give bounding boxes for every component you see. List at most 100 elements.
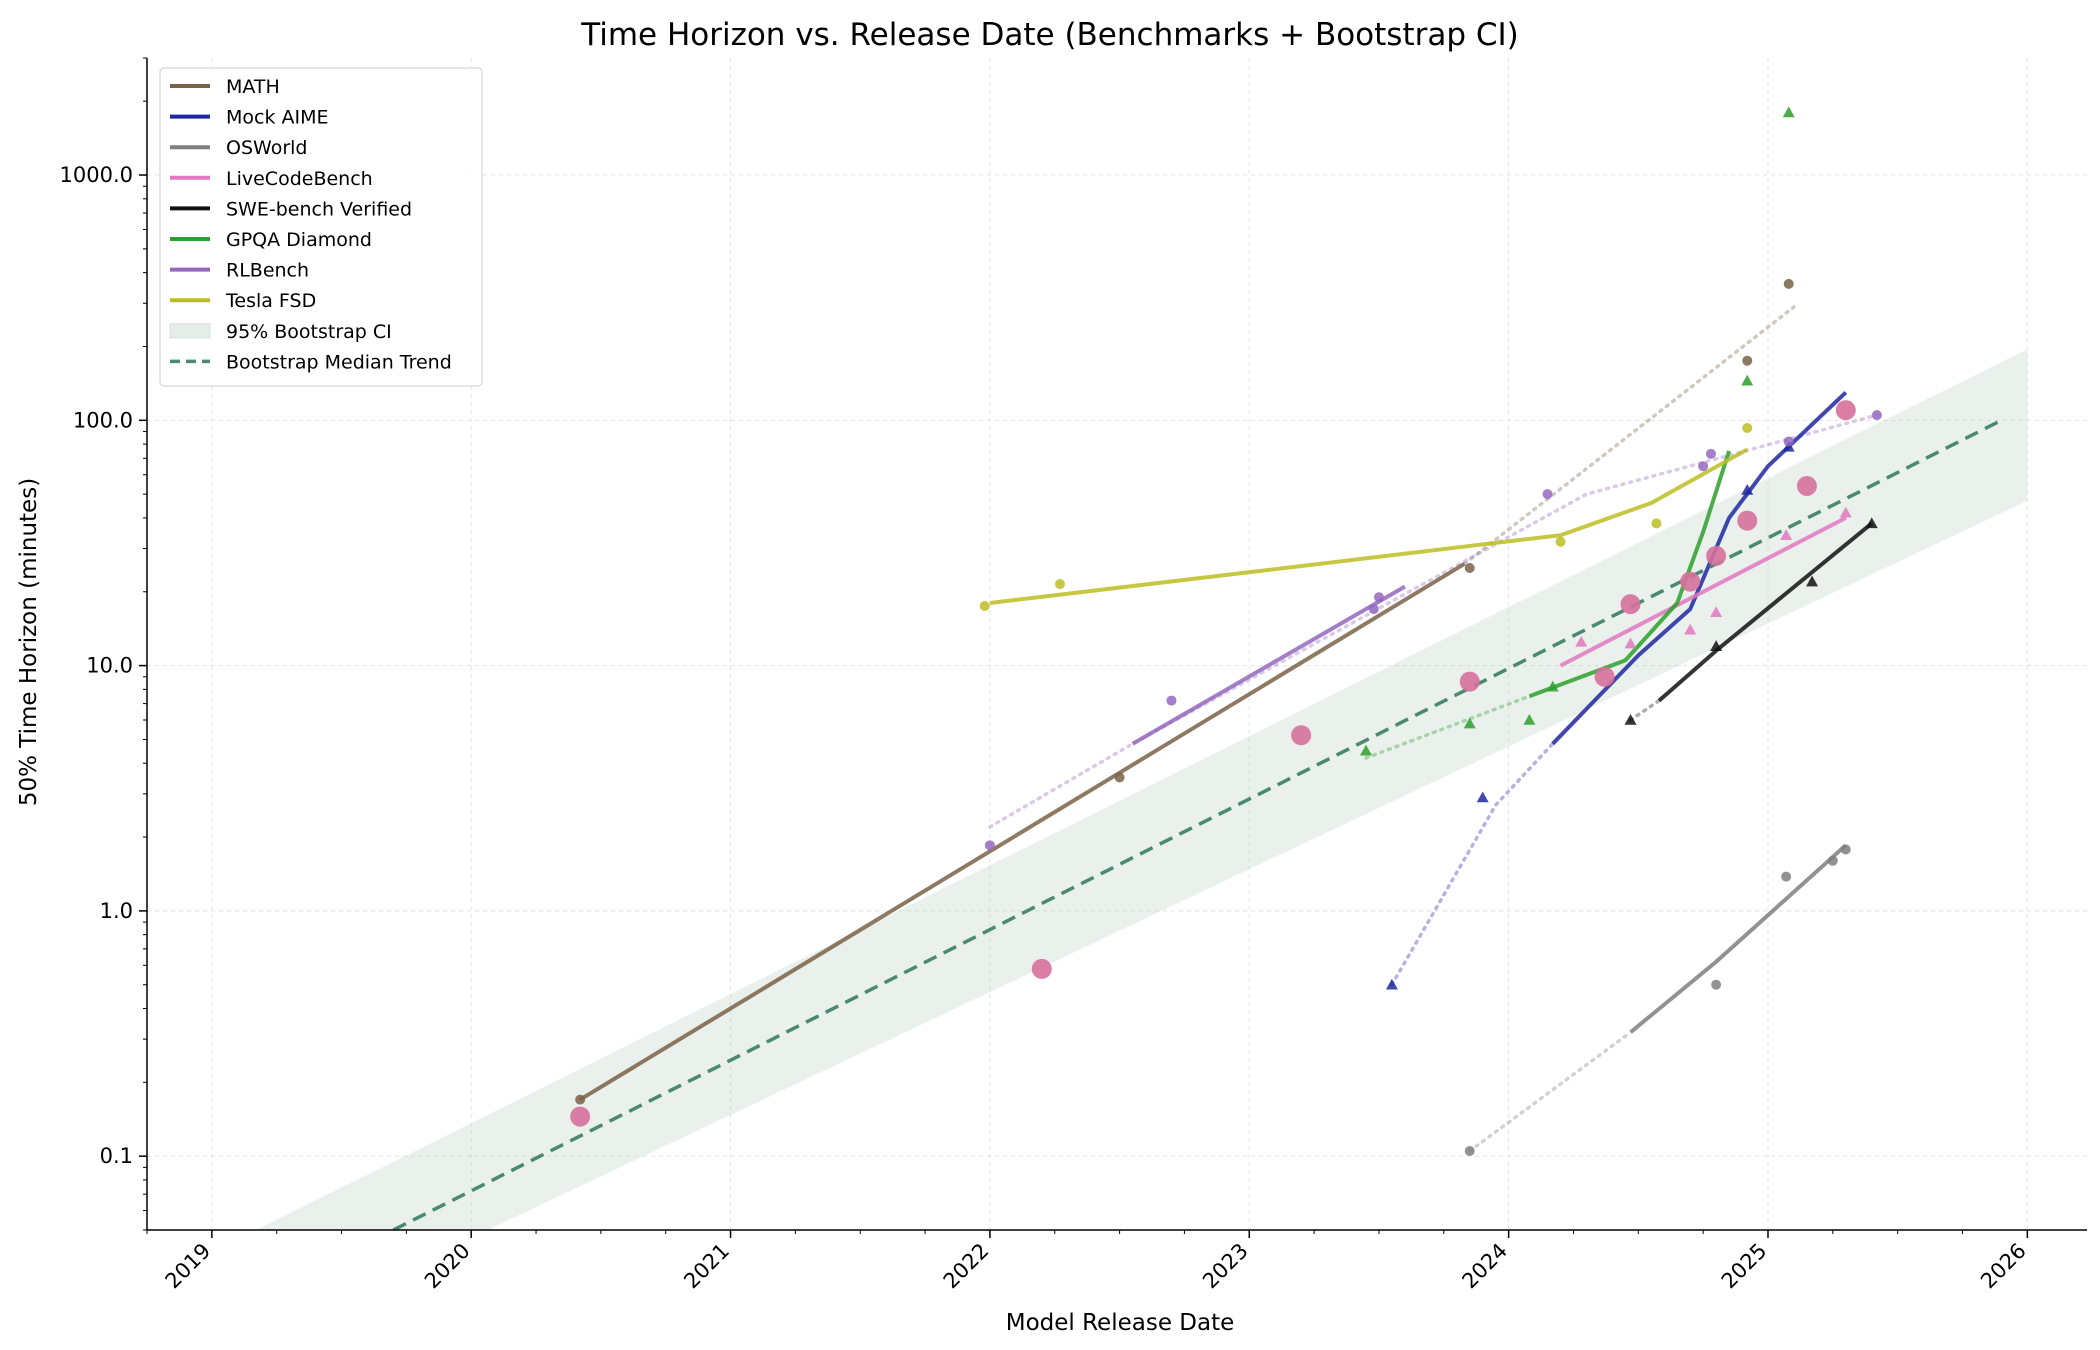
aggregate-point (1620, 594, 1641, 615)
data-point (1783, 436, 1794, 447)
data-point (1705, 448, 1716, 459)
data-point (1871, 410, 1882, 421)
x-axis-title: Model Release Date (1006, 1310, 1235, 1336)
data-point (1542, 489, 1553, 500)
data-point (1114, 772, 1125, 783)
y-tick-label: 10.0 (86, 654, 133, 678)
data-point (984, 840, 995, 851)
x-tick-label: 2023 (1198, 1239, 1253, 1294)
extrapolation-line (1462, 305, 1796, 566)
y-tick-label: 1000.0 (60, 163, 133, 187)
data-point (1711, 979, 1722, 990)
series-line (1528, 450, 1732, 699)
y-tick-label: 100.0 (73, 408, 133, 432)
data-point (1741, 483, 1754, 495)
legend-label: GPQA Diamond (226, 229, 372, 251)
series-line (1131, 584, 1406, 746)
data-point (1054, 579, 1065, 590)
extrapolation-line (988, 413, 1879, 829)
data-point (1368, 604, 1379, 615)
data-point (1651, 518, 1662, 529)
y-tick-label: 1.0 (100, 899, 133, 923)
aggregate-point (1291, 725, 1312, 746)
x-tick-label: 2025 (1717, 1239, 1772, 1294)
bootstrap-ci-band (256, 349, 2028, 1230)
legend-label: MATH (226, 76, 280, 98)
data-point (1781, 871, 1792, 882)
extrapolation-line (1390, 742, 1555, 987)
legend-label: Tesla FSD (225, 290, 316, 312)
data-point (1865, 517, 1878, 529)
data-point (1684, 623, 1697, 635)
data-point (1839, 506, 1852, 518)
aggregate-point (1835, 400, 1856, 421)
aggregate-point (1737, 510, 1758, 531)
data-point (1385, 978, 1398, 990)
y-tick-label: 0.1 (100, 1144, 133, 1168)
series-line (989, 447, 1749, 605)
data-point (1476, 791, 1489, 803)
y-axis-title: 50% Time Horizon (minutes) (16, 478, 42, 806)
aggregate-point (1031, 958, 1052, 979)
chart-title: Time Horizon vs. Release Date (Benchmark… (580, 17, 1519, 53)
series-line (1559, 516, 1847, 668)
aggregate-point (1706, 545, 1727, 566)
legend-label: 95% Bootstrap CI (226, 321, 392, 343)
grid (147, 58, 2087, 1230)
legend-label: Mock AIME (226, 107, 329, 129)
legend-label: LiveCodeBench (226, 168, 373, 190)
data-point (1546, 680, 1559, 692)
data-point (1742, 423, 1753, 434)
data-point (1806, 575, 1819, 587)
data-point (575, 1094, 586, 1105)
data-point (1624, 714, 1637, 725)
data-point (1827, 855, 1838, 866)
legend-label: Bootstrap Median Trend (226, 351, 452, 373)
aggregate-point (1594, 666, 1615, 687)
data-point (1624, 637, 1637, 649)
aggregate-point (1796, 475, 1817, 496)
data-point (1710, 606, 1723, 618)
legend-label: OSWorld (226, 137, 307, 159)
series-line (1629, 843, 1848, 1034)
data-point (1742, 355, 1753, 366)
data-point (1166, 695, 1177, 706)
data-point (1464, 562, 1475, 573)
data-point (1783, 278, 1794, 289)
data-point (979, 600, 990, 611)
data-point (1359, 744, 1372, 756)
data-point (1741, 374, 1754, 386)
data-point (1782, 106, 1795, 118)
aggregate-point (570, 1106, 591, 1127)
data-point (1463, 717, 1476, 729)
series-line (579, 562, 1466, 1102)
aggregate-point (1680, 571, 1701, 592)
median-trend-line (392, 418, 2003, 1230)
data-point (1780, 529, 1793, 541)
aggregate-point (1459, 671, 1480, 692)
plot-area (256, 106, 2028, 1230)
data-point (1464, 1145, 1475, 1156)
legend-box (159, 67, 483, 387)
data-point (1710, 640, 1723, 651)
legend-label: SWE-bench Verified (226, 198, 412, 220)
data-point (1523, 714, 1536, 725)
data-point (1840, 844, 1851, 855)
x-tick-label: 2021 (679, 1239, 734, 1294)
data-point (1555, 536, 1566, 547)
x-tick-label: 2024 (1457, 1239, 1512, 1294)
data-point (1698, 461, 1709, 472)
x-tick-label: 2026 (1976, 1239, 2031, 1294)
legend: MATH Mock AIME OSWorld LiveCodeBench SWE-ben… (159, 67, 483, 387)
data-point (1575, 635, 1588, 647)
x-tick-label: 2022 (939, 1239, 994, 1294)
legend-swatch (169, 323, 211, 339)
data-point (1373, 592, 1384, 603)
extrapolation-line (1467, 1030, 1633, 1153)
extrapolation-line (1628, 698, 1661, 722)
x-tick-label: 2019 (161, 1239, 216, 1294)
extrapolation-line (1364, 694, 1532, 760)
x-tick-label: 2020 (420, 1239, 475, 1294)
legend-label: RLBench (226, 260, 309, 282)
